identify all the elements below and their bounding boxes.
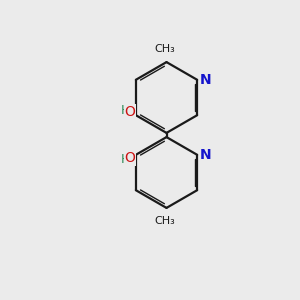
Text: N: N xyxy=(200,148,212,162)
Text: H: H xyxy=(121,104,130,117)
Text: O: O xyxy=(124,152,135,165)
Text: H: H xyxy=(121,153,130,166)
Text: CH₃: CH₃ xyxy=(154,216,176,226)
Text: CH₃: CH₃ xyxy=(154,44,176,54)
Text: O: O xyxy=(124,105,135,118)
Text: N: N xyxy=(200,73,212,87)
